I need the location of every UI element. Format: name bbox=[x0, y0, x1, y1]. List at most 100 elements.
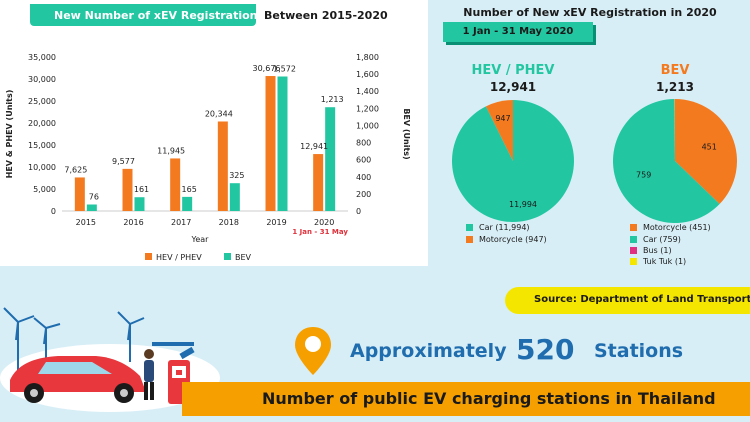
pie-slice bbox=[674, 99, 675, 161]
y-tick-label: 0 bbox=[51, 207, 56, 216]
y2-axis-label: BEV (Units) bbox=[402, 108, 411, 159]
ev-car-icon bbox=[10, 356, 146, 403]
legend-item: Car (11,994) bbox=[466, 223, 530, 232]
data-label-hev: 30,676 bbox=[253, 64, 281, 73]
y-tick-label: 5,000 bbox=[33, 185, 56, 194]
y-tick-label: 35,000 bbox=[28, 53, 56, 62]
legend-swatch bbox=[630, 236, 637, 243]
y-axis-label: HEV & PHEV (Units) bbox=[5, 90, 14, 179]
legend-item: Tuk Tuk (1) bbox=[630, 257, 686, 266]
source-banner bbox=[505, 287, 750, 314]
pie-slice bbox=[675, 99, 737, 205]
x-tick-label: 2015 bbox=[76, 218, 96, 227]
bar-chart-panel bbox=[0, 0, 428, 266]
pie-slice-label: 759 bbox=[636, 170, 651, 179]
pie-section-title: Number of New xEV Registration in 2020 bbox=[463, 6, 717, 19]
legend-item: Car (759) bbox=[630, 235, 681, 244]
y2-tick-label: 1,400 bbox=[356, 87, 379, 96]
data-label-bev: 165 bbox=[182, 185, 197, 194]
date-range-badge: 1 Jan - 31 May 2020 bbox=[443, 22, 593, 42]
y2-tick-label: 800 bbox=[356, 139, 371, 148]
bar-bev bbox=[182, 196, 193, 211]
bar-bev bbox=[277, 76, 288, 211]
y2-tick-label: 600 bbox=[356, 156, 371, 165]
person-icon bbox=[144, 349, 154, 400]
data-label-hev: 20,344 bbox=[205, 109, 233, 118]
pie-slice bbox=[485, 100, 513, 161]
legend-label: Motorcycle (947) bbox=[479, 235, 547, 244]
x-tick-label: 2019 bbox=[266, 218, 286, 227]
legend-swatch-bev bbox=[224, 253, 231, 260]
y-tick-label: 30,000 bbox=[28, 75, 56, 84]
bev-pie-total: 1,213 bbox=[656, 80, 694, 94]
bar-hev-phev bbox=[74, 177, 85, 211]
legend-label: Motorcycle (451) bbox=[643, 223, 711, 232]
wind-turbine-icon bbox=[3, 307, 145, 370]
hev-pie-total: 12,941 bbox=[489, 80, 537, 94]
footer-title: Number of public EV charging stations in… bbox=[262, 389, 716, 408]
data-label-hev: 11,945 bbox=[157, 146, 185, 155]
legend-label: Car (759) bbox=[643, 235, 681, 244]
legend-label-bev: BEV bbox=[235, 253, 252, 262]
pie-slice bbox=[613, 99, 720, 223]
data-label-bev: 1,572 bbox=[273, 65, 296, 74]
legend-swatch bbox=[630, 247, 637, 254]
bar-hev-phev bbox=[170, 158, 181, 211]
y-tick-label: 15,000 bbox=[28, 141, 56, 150]
x-tick-note: 1 Jan - 31 May bbox=[292, 228, 348, 236]
bar-bev bbox=[325, 107, 336, 211]
y2-tick-label: 400 bbox=[356, 173, 371, 182]
legend-item: Motorcycle (451) bbox=[630, 223, 711, 232]
bar-chart: 0 5,000 10,000 15,000 20,000 25,000 30,000 35,0… bbox=[5, 53, 411, 262]
legend-swatch bbox=[630, 224, 637, 231]
legend-swatch bbox=[466, 224, 473, 231]
legend-swatch bbox=[630, 258, 637, 265]
solar-panel-top-icon bbox=[179, 346, 195, 360]
bar-hev-phev bbox=[265, 76, 276, 211]
legend-swatch bbox=[466, 236, 473, 243]
data-label-hev: 12,941 bbox=[300, 142, 328, 151]
y2-tick-label: 1,600 bbox=[356, 70, 379, 79]
data-label-hev: 7,625 bbox=[64, 165, 87, 174]
bar-bev bbox=[134, 197, 145, 211]
pie-slice-label: 947 bbox=[495, 114, 510, 123]
hev-pie-title: HEV / PHEV bbox=[471, 63, 555, 78]
y2-tick-label: 1,800 bbox=[356, 53, 379, 62]
legend-label-hev: HEV / PHEV bbox=[156, 253, 202, 262]
x-tick-label: 2020 bbox=[314, 218, 334, 227]
data-label-hev: 9,577 bbox=[112, 157, 135, 166]
bar-hev-phev bbox=[122, 168, 133, 211]
x-tick-label: 2017 bbox=[171, 218, 191, 227]
y2-tick-label: 1,000 bbox=[356, 121, 379, 130]
solar-panel-icon bbox=[152, 342, 194, 346]
location-pin-icon bbox=[295, 327, 331, 375]
chart-title-highlight bbox=[30, 4, 256, 26]
x-tick-label: 2018 bbox=[219, 218, 239, 227]
data-label-bev: 161 bbox=[134, 185, 149, 194]
footer-banner bbox=[182, 382, 750, 416]
x-tick-label: 2016 bbox=[123, 218, 143, 227]
legend-label: Tuk Tuk (1) bbox=[643, 257, 687, 266]
pie-charts: 11,994 947 451 759 bbox=[452, 99, 737, 223]
bar-hev-phev bbox=[217, 121, 228, 211]
legend-item: Motorcycle (947) bbox=[466, 235, 547, 244]
chart-subtitle: Between 2015-2020 bbox=[264, 9, 388, 22]
legend-label: Car (11,994) bbox=[479, 223, 530, 232]
data-label-bev: 1,213 bbox=[321, 95, 344, 104]
y2-tick-label: 200 bbox=[356, 190, 371, 199]
legend-swatch-hev bbox=[145, 253, 152, 260]
chart-title: New Number of xEV Registration bbox=[54, 9, 258, 22]
stations-count: 520 bbox=[516, 333, 575, 366]
data-label-bev: 325 bbox=[229, 171, 244, 180]
data-label-bev: 76 bbox=[89, 192, 99, 201]
legend-item: Bus (1) bbox=[630, 246, 672, 255]
pie-slice-label: 451 bbox=[702, 142, 717, 151]
source-text: Source: Department of Land Transport bbox=[534, 294, 750, 305]
y-tick-label: 10,000 bbox=[28, 163, 56, 172]
bar-hev-phev bbox=[313, 154, 324, 211]
x-axis-label: Year bbox=[191, 235, 210, 244]
bar-bev bbox=[86, 204, 97, 211]
bar-bev bbox=[229, 183, 240, 211]
y-tick-label: 25,000 bbox=[28, 97, 56, 106]
